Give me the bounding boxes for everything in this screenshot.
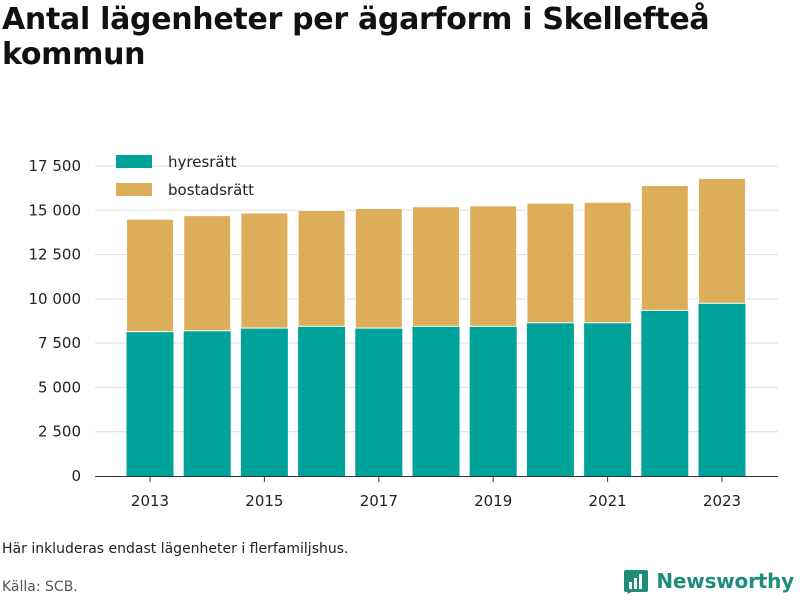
stacked-bar-chart: 0 2 500 5 000 7 500 10 000 12 500 15 000 17 500… xyxy=(29,153,778,510)
bar-bostadsratt-2023 xyxy=(698,177,746,304)
bars xyxy=(126,177,746,476)
bar-hyresratt-2019 xyxy=(469,326,517,476)
bar-bostadsratt-2016 xyxy=(297,209,346,327)
bar-hyresratt-2016 xyxy=(298,326,346,476)
bar-bostadsratt-2020 xyxy=(526,202,575,324)
bar-bostadsratt-2013 xyxy=(126,218,174,333)
y-tick-label: 10 000 xyxy=(29,290,82,308)
bar-hyresratt-2014 xyxy=(183,330,231,476)
y-tick-label: 17 500 xyxy=(29,157,82,175)
bar-bostadsratt-2022 xyxy=(640,184,689,311)
x-tick-label: 2019 xyxy=(474,492,512,510)
bar-hyresratt-2020 xyxy=(526,322,574,476)
y-tick-label: 5 000 xyxy=(38,378,81,396)
bar-hyresratt-2013 xyxy=(126,331,174,476)
y-tick-label: 0 xyxy=(71,467,81,485)
bar-bostadsratt-2015 xyxy=(240,212,289,329)
x-tick-label: 2017 xyxy=(360,492,398,510)
bar-hyresratt-2018 xyxy=(412,326,460,476)
axes: 0 2 500 5 000 7 500 10 000 12 500 15 000 17 500… xyxy=(29,157,778,510)
legend-swatch xyxy=(116,155,152,168)
bar-hyresratt-2021 xyxy=(584,322,632,476)
legend: hyresrätt bostadsrätt xyxy=(116,153,254,199)
bar-hyresratt-2023 xyxy=(698,303,746,476)
y-tick-label: 7 500 xyxy=(38,334,81,352)
bar-hyresratt-2017 xyxy=(355,328,403,476)
brand-name: Newsworthy xyxy=(656,569,794,593)
y-tick-label: 15 000 xyxy=(29,201,82,219)
bar-hyresratt-2015 xyxy=(240,328,288,476)
y-tick-label: 2 500 xyxy=(38,423,81,441)
legend-label: hyresrätt xyxy=(168,153,237,171)
chart-note: Här inkluderas endast lägenheter i flerf… xyxy=(2,541,349,557)
legend-label: bostadsrätt xyxy=(168,181,254,199)
bar-bostadsratt-2019 xyxy=(469,205,518,327)
bar-bostadsratt-2018 xyxy=(412,206,460,327)
legend-swatch xyxy=(116,183,152,196)
chart-title: Antal lägenheter per ägarform i Skelleft… xyxy=(2,2,710,72)
x-tick-label: 2015 xyxy=(245,492,283,510)
bar-bostadsratt-2017 xyxy=(354,208,403,329)
x-tick-label: 2013 xyxy=(131,492,169,510)
bar-bostadsratt-2014 xyxy=(183,215,232,332)
y-tick-label: 12 500 xyxy=(29,246,82,264)
bar-bostadsratt-2021 xyxy=(583,201,632,324)
brand-logo[interactable]: Newsworthy xyxy=(623,568,794,594)
x-tick-label: 2023 xyxy=(703,492,741,510)
bar-hyresratt-2022 xyxy=(641,310,689,476)
newsworthy-logo-icon xyxy=(624,570,649,594)
chart-source: Källa: SCB. xyxy=(2,579,78,595)
x-tick-label: 2021 xyxy=(589,492,627,510)
